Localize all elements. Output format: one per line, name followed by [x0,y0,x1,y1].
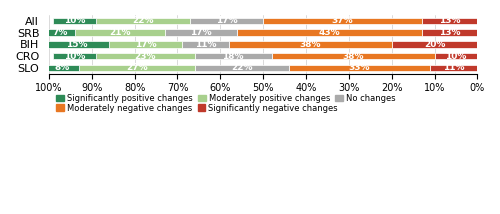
Text: 10%: 10% [446,52,466,61]
Bar [109,41,182,48]
Text: 37%: 37% [332,16,353,25]
Text: 38%: 38% [342,52,364,61]
Text: 23%: 23% [134,52,156,61]
Text: 18%: 18% [222,52,244,61]
Bar [263,18,422,24]
Bar [182,41,229,48]
Bar [54,18,96,24]
Bar [54,53,96,59]
Bar [79,65,194,71]
Text: 13%: 13% [439,16,460,25]
Text: 33%: 33% [349,63,370,72]
Text: 10%: 10% [64,52,86,61]
Text: 11%: 11% [443,63,464,72]
Text: 8%: 8% [54,63,70,72]
Text: 17%: 17% [216,16,238,25]
Bar [96,18,190,24]
Text: 15%: 15% [66,40,88,49]
Text: 22%: 22% [231,63,252,72]
Text: 22%: 22% [132,16,154,25]
Bar [74,29,164,36]
Bar [44,65,79,71]
Bar [194,53,272,59]
Bar [190,18,263,24]
Bar [422,29,478,36]
Bar [430,65,478,71]
Text: 20%: 20% [424,40,445,49]
Bar [272,53,434,59]
Bar [194,65,289,71]
Bar [229,41,392,48]
Text: 38%: 38% [300,40,321,49]
Text: 7%: 7% [52,28,68,37]
Text: 17%: 17% [190,28,212,37]
Bar [238,29,422,36]
Bar [289,65,430,71]
Text: 11%: 11% [194,40,216,49]
Text: 27%: 27% [126,63,148,72]
Text: 21%: 21% [109,28,130,37]
Bar [44,29,74,36]
Text: 17%: 17% [134,40,156,49]
Bar [96,53,194,59]
Bar [392,41,478,48]
Legend: Moderately negative changes, Significantly negative changes: Moderately negative changes, Significant… [53,100,342,116]
Text: 13%: 13% [439,28,460,37]
Text: 10%: 10% [64,16,86,25]
Text: 43%: 43% [319,28,340,37]
Bar [422,18,478,24]
Bar [164,29,238,36]
Bar [44,41,109,48]
Bar [434,53,478,59]
